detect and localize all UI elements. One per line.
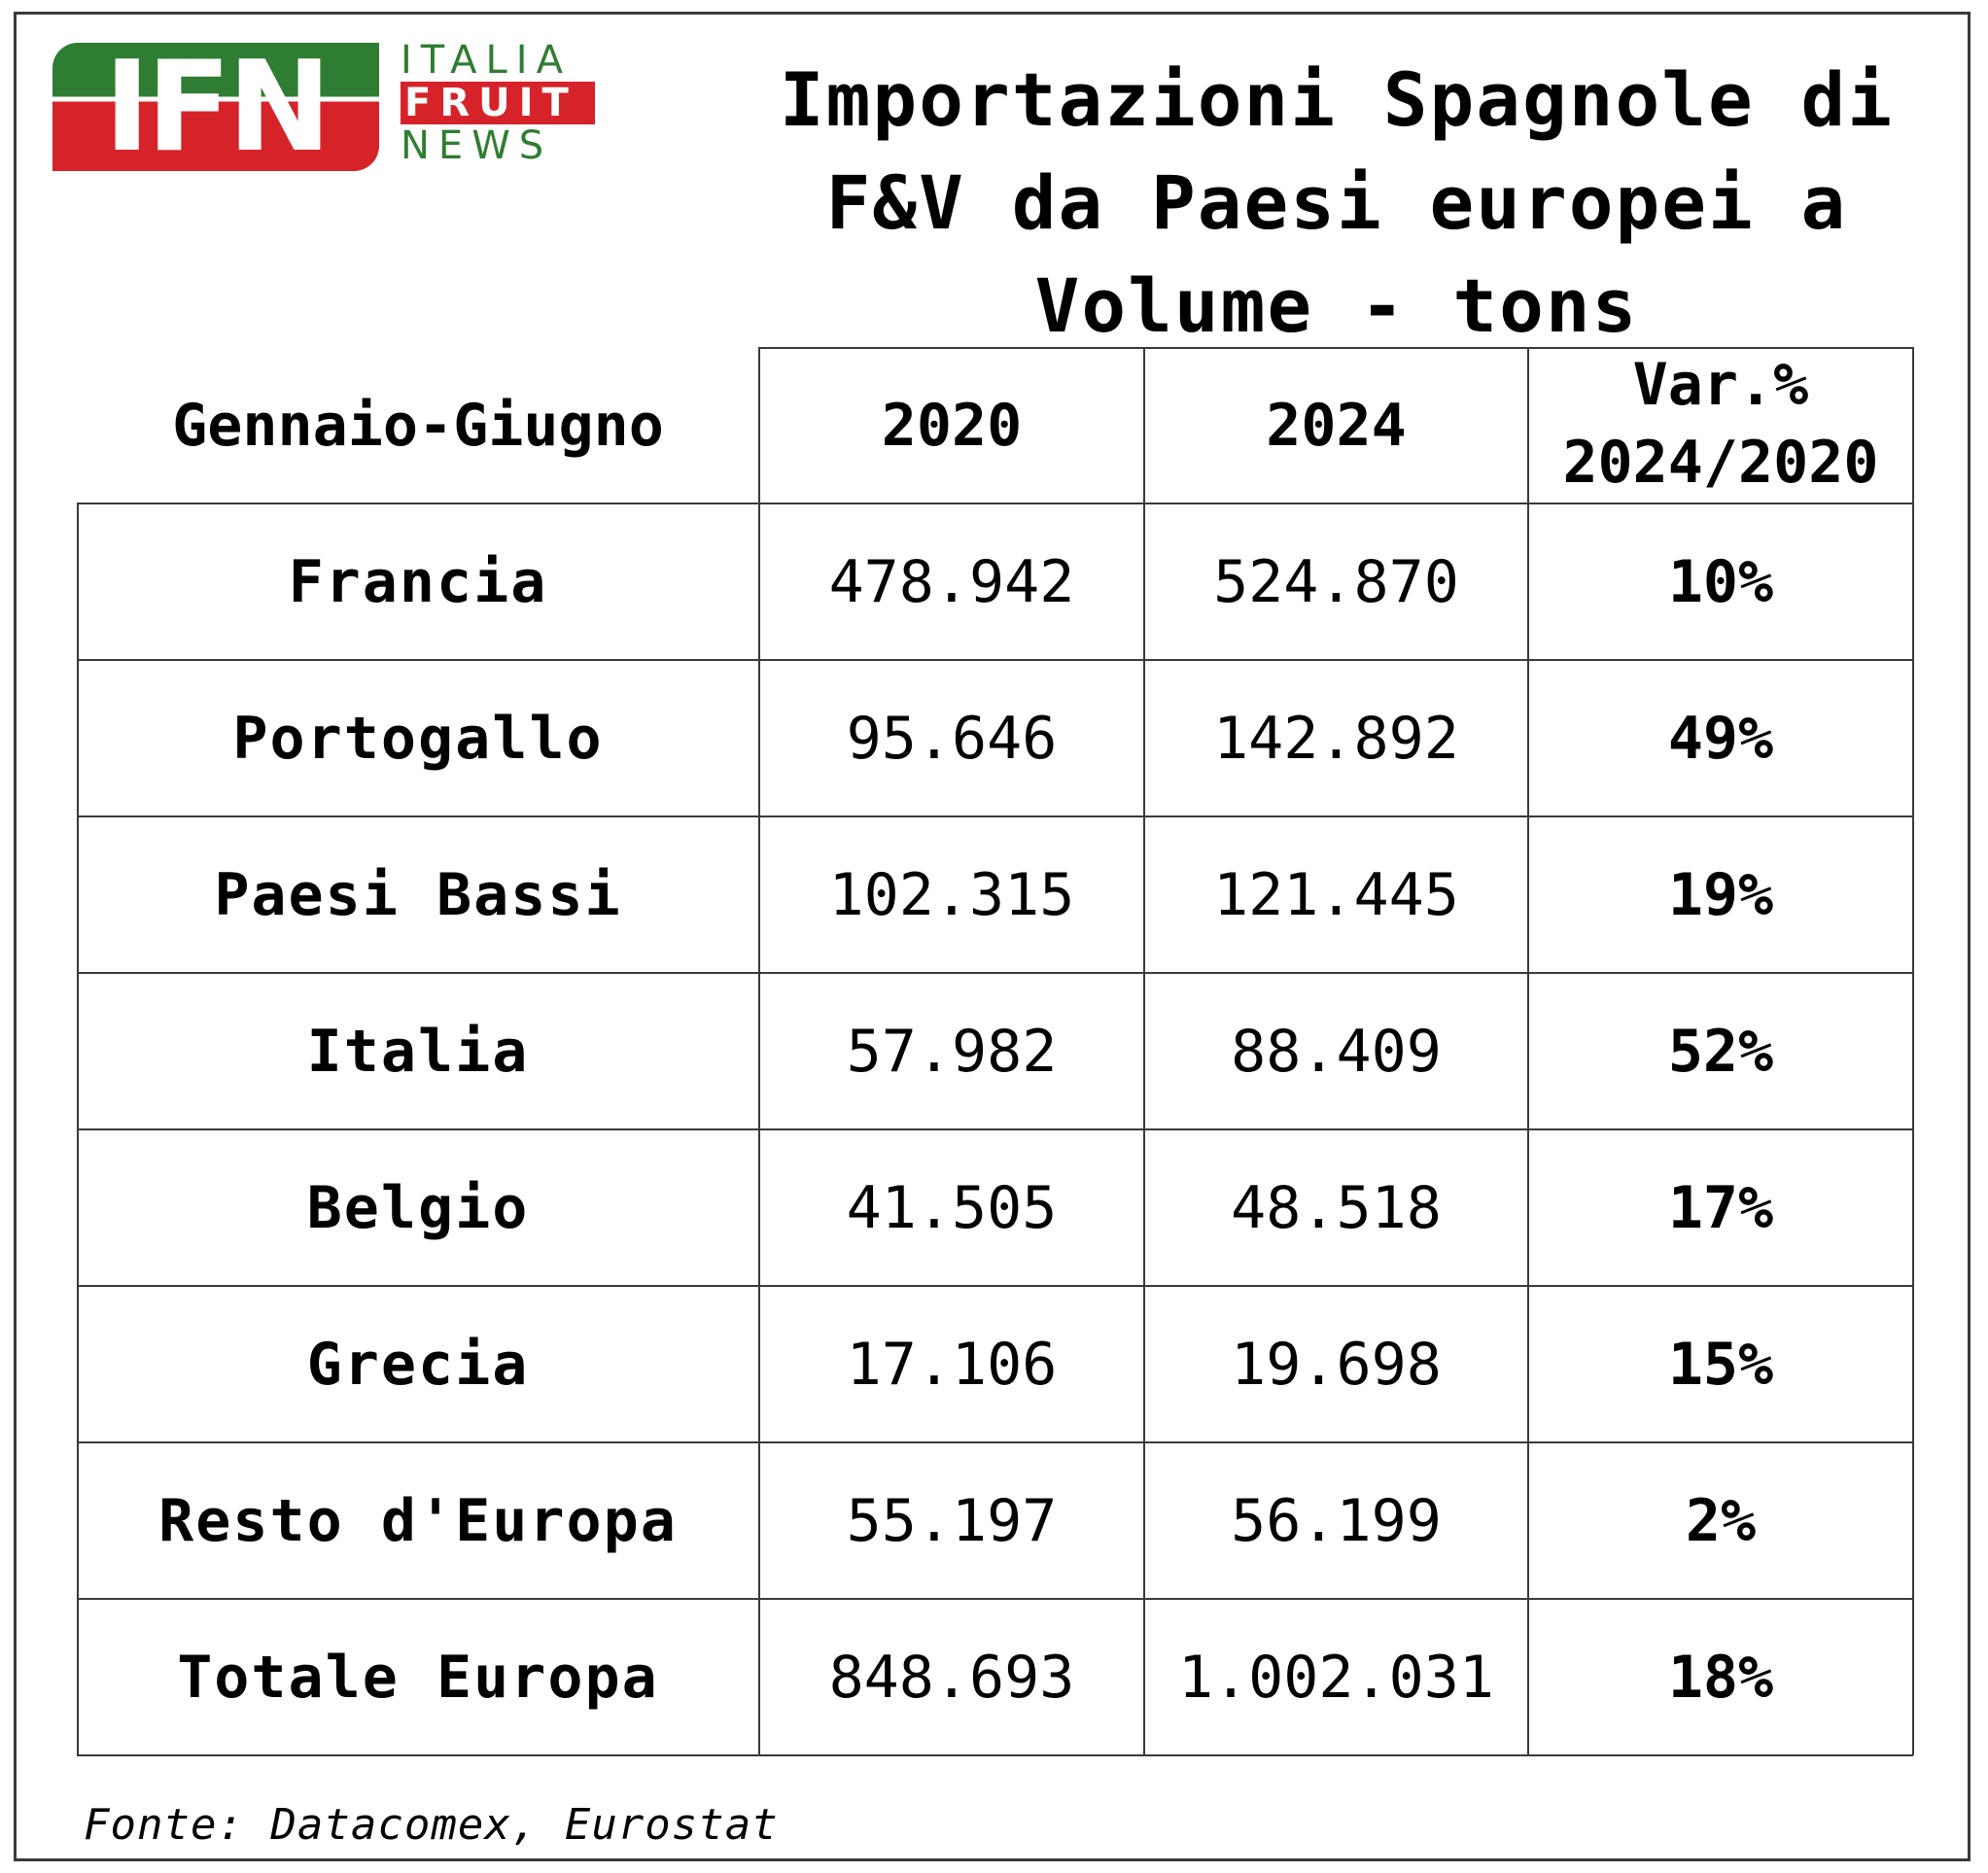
row-variation-text: 2% bbox=[1685, 1486, 1757, 1555]
row-value-2024: 1.002.031 bbox=[1144, 1599, 1528, 1755]
grid-row-line bbox=[77, 1285, 1913, 1287]
row-country: Belgio bbox=[77, 1129, 759, 1286]
row-value-2020: 95.646 bbox=[759, 660, 1144, 816]
row-value-2020: 102.315 bbox=[759, 816, 1144, 973]
row-value-2020: 478.942 bbox=[759, 503, 1144, 660]
row-variation-text: 19% bbox=[1667, 860, 1774, 929]
ifn-logo-letters: IFN bbox=[103, 43, 331, 171]
row-value-2024-text: 56.199 bbox=[1231, 1486, 1442, 1555]
row-variation-text: 18% bbox=[1667, 1643, 1774, 1712]
grid-row-line bbox=[77, 503, 1913, 504]
row-country: Grecia bbox=[77, 1286, 759, 1442]
logo-line-italia: ITALIA bbox=[401, 38, 572, 83]
row-value-2020: 848.693 bbox=[759, 1599, 1144, 1755]
row-country: Francia bbox=[77, 503, 759, 660]
row-value-2024-text: 88.409 bbox=[1231, 1017, 1442, 1086]
grid-row-line bbox=[77, 815, 1913, 817]
row-variation: 17% bbox=[1528, 1129, 1913, 1286]
row-variation: 18% bbox=[1528, 1599, 1913, 1755]
grid-row-line bbox=[77, 972, 1913, 974]
grid-col-line bbox=[1143, 347, 1145, 1755]
row-country: Totale Europa bbox=[77, 1599, 759, 1755]
row-country: Resto d'Europa bbox=[77, 1442, 759, 1599]
row-value-2024: 56.199 bbox=[1144, 1442, 1528, 1599]
grid-col-line bbox=[758, 347, 760, 1755]
row-country-text: Belgio bbox=[306, 1173, 530, 1242]
row-country-text: Portogallo bbox=[232, 704, 604, 773]
row-value-2020-text: 41.505 bbox=[846, 1173, 1058, 1242]
row-value-2024-text: 19.698 bbox=[1231, 1330, 1442, 1399]
row-country: Portogallo bbox=[77, 660, 759, 816]
source-note: Fonte: Datacomex, Eurostat bbox=[84, 1800, 779, 1850]
row-variation-text: 17% bbox=[1667, 1173, 1774, 1242]
chart-title: Importazioni Spagnole di F&V da Paesi eu… bbox=[779, 56, 1895, 349]
row-country: Italia bbox=[77, 973, 759, 1129]
row-value-2024: 121.445 bbox=[1144, 816, 1528, 973]
row-variation: 15% bbox=[1528, 1286, 1913, 1442]
row-value-2024-text: 142.892 bbox=[1213, 704, 1459, 773]
grid-row-line bbox=[77, 1128, 1913, 1130]
header-variation: Var.% 2024/2020 bbox=[1528, 343, 1913, 503]
header-2020: 2020 bbox=[759, 347, 1144, 503]
row-variation: 19% bbox=[1528, 816, 1913, 973]
row-value-2024-text: 48.518 bbox=[1231, 1173, 1442, 1242]
row-country-text: Italia bbox=[306, 1017, 530, 1086]
row-value-2024: 19.698 bbox=[1144, 1286, 1528, 1442]
row-value-2020: 55.197 bbox=[759, 1442, 1144, 1599]
row-value-2024-text: 121.445 bbox=[1213, 860, 1459, 929]
row-variation: 2% bbox=[1528, 1442, 1913, 1599]
row-value-2024-text: 1.002.031 bbox=[1177, 1643, 1495, 1712]
image-frame bbox=[14, 12, 1971, 1861]
row-value-2024: 524.870 bbox=[1144, 503, 1528, 660]
row-value-2020-text: 17.106 bbox=[846, 1330, 1058, 1399]
row-value-2024: 48.518 bbox=[1144, 1129, 1528, 1286]
row-variation-text: 49% bbox=[1667, 704, 1774, 773]
grid-row-line bbox=[77, 659, 1913, 661]
logo-line-fruit: FRUIT bbox=[401, 82, 595, 124]
row-country-text: Grecia bbox=[306, 1330, 530, 1399]
logo-line-news: NEWS bbox=[401, 123, 553, 168]
row-variation-text: 15% bbox=[1667, 1330, 1774, 1399]
ifn-logo-wordmark: ITALIA FRUIT NEWS bbox=[401, 39, 595, 167]
header-2024: 2024 bbox=[1144, 347, 1528, 503]
row-variation: 52% bbox=[1528, 973, 1913, 1129]
header-period-text: Gennaio-Giugno bbox=[172, 391, 664, 460]
grid-col-line bbox=[1912, 347, 1914, 1755]
row-value-2024: 142.892 bbox=[1144, 660, 1528, 816]
row-value-2020: 17.106 bbox=[759, 1286, 1144, 1442]
row-value-2024-text: 524.870 bbox=[1213, 547, 1459, 616]
row-country-text: Totale Europa bbox=[177, 1643, 659, 1712]
ifn-logo: IFN ITALIA FRUIT NEWS bbox=[52, 39, 607, 180]
row-value-2020-text: 848.693 bbox=[828, 1643, 1075, 1712]
row-value-2020: 57.982 bbox=[759, 973, 1144, 1129]
header-variation-text: Var.% 2024/2020 bbox=[1562, 350, 1879, 497]
row-value-2020-text: 95.646 bbox=[846, 704, 1058, 773]
row-country: Paesi Bassi bbox=[77, 816, 759, 973]
header-2020-text: 2020 bbox=[881, 391, 1023, 460]
row-country-text: Paesi Bassi bbox=[214, 860, 622, 929]
grid-col-line bbox=[1527, 347, 1529, 1755]
header-period: Gennaio-Giugno bbox=[77, 347, 759, 503]
row-value-2024: 88.409 bbox=[1144, 973, 1528, 1129]
row-value-2020-text: 102.315 bbox=[828, 860, 1075, 929]
grid-row-line bbox=[77, 1598, 1913, 1600]
grid-col-line-left bbox=[77, 503, 79, 1755]
grid-row-line bbox=[77, 1754, 1913, 1756]
row-variation: 49% bbox=[1528, 660, 1913, 816]
header-2024-text: 2024 bbox=[1266, 391, 1407, 460]
grid-row-line bbox=[77, 1441, 1913, 1443]
ifn-logo-mark: IFN bbox=[52, 43, 379, 171]
row-country-text: Francia bbox=[288, 547, 548, 616]
row-variation-text: 52% bbox=[1667, 1017, 1774, 1086]
grid-top-header bbox=[759, 347, 1913, 349]
row-variation-text: 10% bbox=[1667, 547, 1774, 616]
row-value-2020-text: 57.982 bbox=[846, 1017, 1058, 1086]
row-value-2020-text: 478.942 bbox=[828, 547, 1075, 616]
row-value-2020: 41.505 bbox=[759, 1129, 1144, 1286]
row-country-text: Resto d'Europa bbox=[158, 1486, 678, 1555]
row-value-2020-text: 55.197 bbox=[846, 1486, 1058, 1555]
row-variation: 10% bbox=[1528, 503, 1913, 660]
